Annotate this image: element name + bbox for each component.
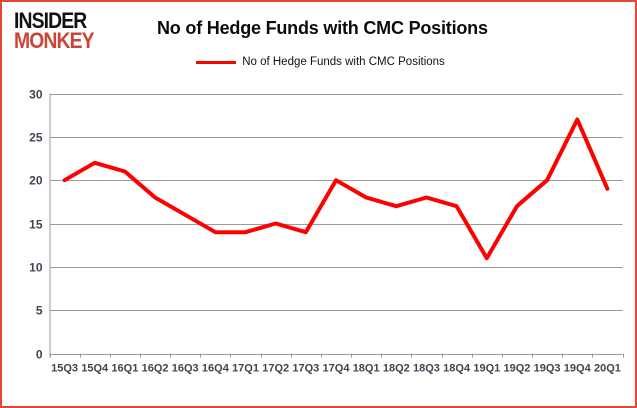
y-tick-label: 10 bbox=[29, 261, 43, 275]
logo-line2: MONKEY bbox=[14, 28, 95, 54]
x-tick-label: 15Q4 bbox=[81, 363, 109, 375]
x-tick-label: 17Q3 bbox=[292, 363, 319, 375]
x-tick-label: 20Q1 bbox=[594, 363, 621, 375]
x-tick-label: 16Q4 bbox=[202, 363, 230, 375]
x-tick-label: 16Q2 bbox=[142, 363, 169, 375]
y-tick-label: 20 bbox=[29, 174, 43, 188]
x-tick-label: 18Q2 bbox=[383, 363, 410, 375]
y-tick-label: 15 bbox=[29, 218, 43, 232]
data-line bbox=[62, 117, 610, 261]
y-tick-label: 5 bbox=[36, 304, 43, 318]
chart-title: No of Hedge Funds with CMC Positions bbox=[157, 18, 488, 38]
insider-monkey-logo: INSIDER MONKEY bbox=[14, 8, 95, 54]
y-tick-label: 0 bbox=[36, 348, 43, 362]
x-tick-label: 15Q3 bbox=[51, 363, 78, 375]
x-tick-label: 19Q4 bbox=[564, 363, 592, 375]
y-axis-labels: 0 5 10 15 20 25 30 bbox=[29, 88, 43, 362]
x-tick-label: 17Q2 bbox=[262, 363, 289, 375]
x-tick-label: 19Q1 bbox=[473, 363, 500, 375]
x-tick-label: 16Q1 bbox=[111, 363, 138, 375]
legend-label: No of Hedge Funds with CMC Positions bbox=[242, 56, 445, 68]
gridlines bbox=[49, 94, 623, 355]
x-tick-label: 18Q4 bbox=[443, 363, 471, 375]
x-tick-label: 18Q1 bbox=[353, 363, 380, 375]
x-axis-labels: 15Q3 15Q4 16Q1 16Q2 16Q3 16Q4 17Q1 17Q2 17Q3 17Q4… bbox=[51, 363, 621, 375]
logo-line1: INSIDER bbox=[14, 8, 87, 33]
y-axis bbox=[49, 93, 624, 358]
x-tick-label: 19Q3 bbox=[534, 363, 561, 375]
x-tick-label: 17Q4 bbox=[323, 363, 351, 375]
y-tick-label: 30 bbox=[29, 88, 43, 102]
x-tick-label: 16Q3 bbox=[172, 363, 199, 375]
x-tick-label: 19Q2 bbox=[503, 363, 530, 375]
legend-line-swatch bbox=[196, 60, 237, 64]
y-tick-label: 25 bbox=[29, 131, 43, 145]
legend: No of Hedge Funds with CMC Positions bbox=[2, 56, 635, 68]
x-tick-label: 17Q1 bbox=[232, 363, 259, 375]
x-tick-label: 18Q3 bbox=[413, 363, 440, 375]
